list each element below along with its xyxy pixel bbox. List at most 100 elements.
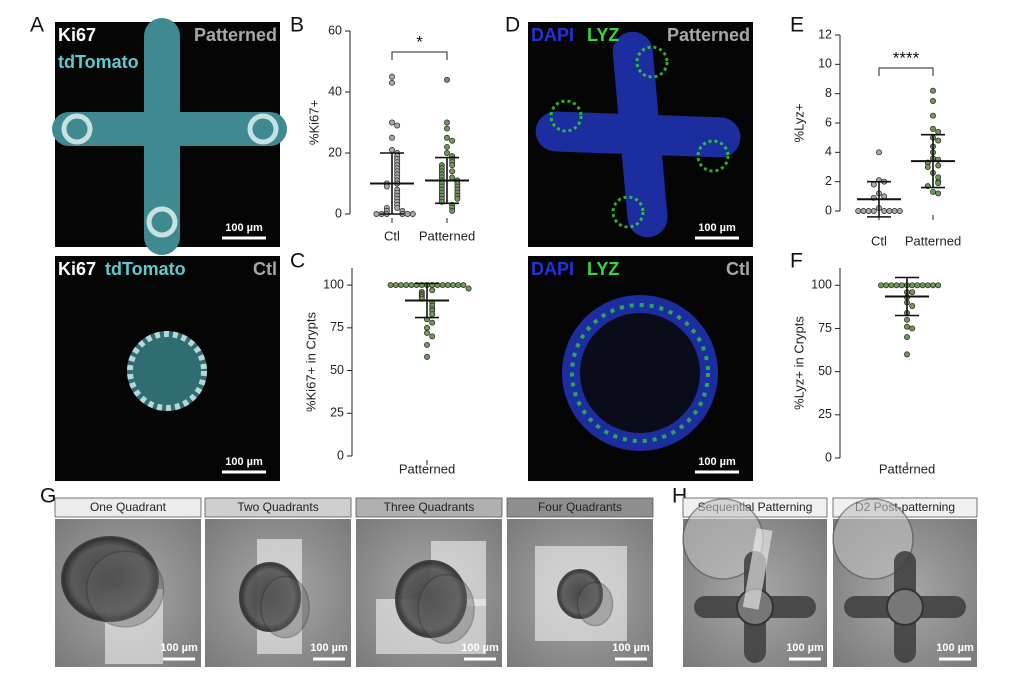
data-point [865, 208, 872, 214]
organoid-arm [535, 111, 741, 158]
organoid [417, 574, 475, 644]
data-point [389, 134, 395, 141]
y-tick-label: 75 [330, 320, 344, 334]
organoid [239, 562, 301, 632]
y-tick-label: 40 [328, 84, 342, 98]
data-point [935, 162, 942, 169]
y-tick-label: 50 [818, 364, 832, 378]
scale-bar-label: 100 µm [698, 222, 736, 234]
data-point [408, 282, 415, 289]
y-tick-label: 12 [818, 27, 832, 41]
micrograph: Ki67 tdTomato Ctl 100 µm [55, 256, 280, 481]
data-point [373, 211, 380, 217]
lyz-signal [635, 45, 669, 79]
scale-bar-label: 100 µm [461, 642, 499, 654]
data-point [403, 282, 410, 289]
error-bar [921, 133, 945, 189]
data-point [454, 195, 461, 202]
lyz-signal [549, 99, 583, 133]
data-point [392, 282, 399, 289]
y-tick-label: 0 [337, 448, 344, 462]
data-point [924, 282, 931, 289]
organoid [61, 536, 159, 622]
scale-bar-label: 100 µm [698, 456, 736, 468]
data-point [930, 282, 936, 289]
data-point [888, 282, 895, 289]
data-point [389, 73, 395, 80]
data-point [444, 76, 450, 83]
data-point [881, 193, 888, 200]
tile-header [506, 497, 654, 518]
data-point [935, 180, 942, 187]
significance-bracket [391, 51, 448, 60]
panel-letter: A [30, 14, 44, 37]
ki67-cluster [247, 113, 279, 145]
data-point [909, 289, 916, 296]
data-point [394, 122, 401, 129]
data-point [935, 128, 942, 135]
x-tick-label: Patterned [879, 461, 935, 476]
x-tick-label: Patterned [419, 228, 475, 243]
data-point [449, 137, 456, 144]
organoid-rim [127, 331, 207, 411]
data-point [429, 319, 436, 326]
y-tick-label: 60 [328, 23, 342, 37]
data-point [389, 79, 395, 86]
data-point [444, 282, 451, 289]
organoid [127, 331, 207, 411]
debris [832, 498, 914, 580]
y-axis-label: %Lyz+ [791, 104, 806, 143]
y-tick-label: 25 [818, 407, 832, 421]
y-axis-label: %Lyz+ in Crypts [791, 316, 806, 410]
x-tick-label: Patterned [905, 233, 961, 248]
data-point [444, 143, 450, 150]
panel-letter: F [790, 250, 803, 273]
data-point [444, 119, 450, 126]
panel-letter: C [290, 250, 305, 273]
data-point [935, 137, 942, 144]
data-point [449, 168, 456, 175]
lumen [580, 313, 700, 433]
organoid [557, 569, 603, 619]
data-point [909, 325, 916, 332]
y-axis-label: %Ki67+ in Crypts [303, 311, 318, 412]
data-point [919, 282, 926, 289]
y-tick-label: 8 [825, 86, 832, 100]
tile-header [54, 497, 202, 518]
significance-bracket [878, 67, 934, 76]
data-point [444, 134, 450, 141]
error-bar [895, 276, 919, 317]
data-point [460, 282, 467, 289]
scale-bar-label: 100 µm [225, 222, 263, 234]
panel-letter: E [790, 14, 804, 37]
light-pattern [742, 528, 773, 610]
data-point [860, 208, 867, 214]
y-tick-label: 100 [323, 277, 344, 291]
organoid [395, 560, 467, 638]
channel-label: tdTomato [58, 52, 139, 72]
scale-bar-label: 100 µm [310, 642, 348, 654]
y-tick-label: 75 [818, 321, 832, 335]
tile-header [204, 497, 352, 518]
y-tick-label: 100 [811, 278, 832, 292]
data-point [424, 341, 430, 348]
data-point [429, 287, 436, 294]
micrograph: DAPI LYZ Patterned 100 µm [528, 22, 753, 247]
chart: 0 20 40 60 %Ki67+ Ctl Patterned * [306, 23, 475, 243]
tile-title: Two Quadrants [237, 500, 318, 514]
data-point [383, 183, 390, 190]
data-point [935, 190, 942, 197]
brightfield-tile: Three Quadrants 100 µm [355, 497, 503, 667]
data-point [429, 311, 436, 318]
data-point [898, 282, 905, 289]
channel-label: DAPI [531, 259, 574, 279]
data-point [881, 208, 888, 214]
lyz-signal [570, 303, 710, 443]
data-point [930, 87, 936, 94]
data-point [870, 181, 877, 188]
brightfield-tile: Four Quadrants 100 µm [506, 497, 654, 667]
condition-label: Patterned [194, 25, 277, 45]
tile-title: Three Quadrants [384, 500, 475, 514]
